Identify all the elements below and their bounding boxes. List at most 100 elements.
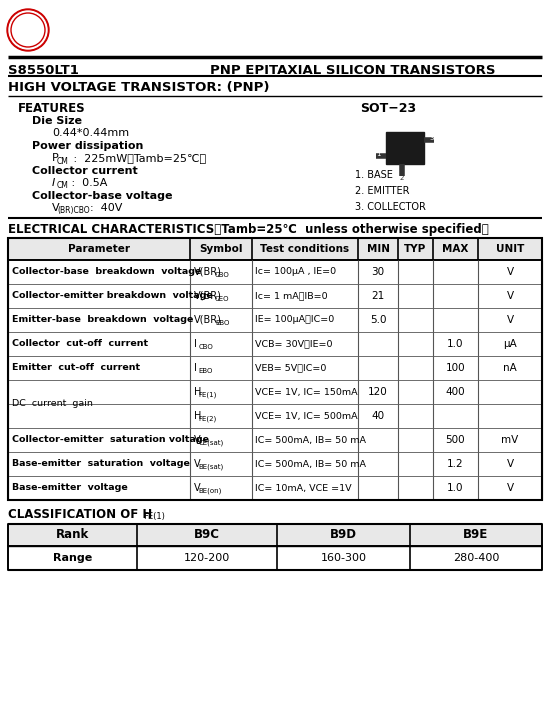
Text: P: P: [52, 153, 59, 163]
Text: IE= 100μA、IC=0: IE= 100μA、IC=0: [255, 315, 334, 324]
Text: I: I: [194, 363, 197, 373]
Text: Collector-base voltage: Collector-base voltage: [32, 191, 173, 201]
Text: FE(1): FE(1): [198, 392, 217, 398]
Text: BE(sat): BE(sat): [198, 464, 223, 470]
Text: EBO: EBO: [198, 368, 212, 374]
Text: I: I: [194, 339, 197, 349]
Text: 160-300: 160-300: [321, 553, 366, 563]
Text: 1.2: 1.2: [447, 459, 464, 469]
Text: V(BR): V(BR): [194, 315, 222, 325]
Text: DC  current  gain: DC current gain: [12, 400, 93, 408]
Text: 3: 3: [430, 135, 434, 141]
Text: 1. BASE: 1. BASE: [355, 170, 393, 180]
Text: IC= 10mA, VCE =1V: IC= 10mA, VCE =1V: [255, 484, 351, 493]
Text: Collector current: Collector current: [32, 166, 138, 176]
Text: WS: WS: [8, 20, 48, 40]
Bar: [8, 524, 542, 546]
Text: :  225mW（Tamb=25℃）: : 225mW（Tamb=25℃）: [70, 153, 206, 163]
Bar: [8, 238, 542, 500]
Text: PNP EPITAXIAL SILICON TRANSISTORS: PNP EPITAXIAL SILICON TRANSISTORS: [210, 63, 496, 77]
Text: 100: 100: [446, 363, 465, 373]
Text: 120-200: 120-200: [184, 553, 230, 563]
Text: FEATURES: FEATURES: [18, 102, 86, 114]
Text: FE(1): FE(1): [143, 513, 165, 522]
Text: S8550LT1: S8550LT1: [8, 63, 79, 77]
Text: V: V: [194, 459, 201, 469]
Text: μA: μA: [503, 339, 517, 349]
Text: Parameter: Parameter: [68, 244, 130, 254]
Text: Base-emitter  saturation  voltage: Base-emitter saturation voltage: [12, 459, 190, 469]
Bar: [386, 132, 424, 164]
Text: :  0.5A: : 0.5A: [68, 178, 107, 188]
Text: V: V: [194, 435, 201, 445]
Text: FE(2): FE(2): [198, 416, 217, 422]
Text: V: V: [507, 315, 514, 325]
Text: TYP: TYP: [404, 244, 427, 254]
Text: 1.0: 1.0: [447, 339, 464, 349]
Bar: [8, 546, 542, 570]
Text: IC= 500mA, IB= 50 mA: IC= 500mA, IB= 50 mA: [255, 459, 366, 469]
Text: I: I: [52, 178, 55, 188]
Text: CM: CM: [57, 182, 69, 190]
Text: H: H: [194, 411, 201, 421]
Text: CLASSIFICATION OF H: CLASSIFICATION OF H: [8, 508, 152, 520]
Text: nA: nA: [503, 363, 517, 373]
Text: mV: mV: [502, 435, 519, 445]
Text: VCE= 1V, IC= 500mA: VCE= 1V, IC= 500mA: [255, 412, 358, 420]
Text: CE(sat): CE(sat): [198, 439, 223, 447]
Text: Emitter  cut-off  current: Emitter cut-off current: [12, 364, 140, 373]
Text: B9C: B9C: [194, 528, 220, 542]
Text: Range: Range: [53, 553, 92, 563]
Text: Collector-base  breakdown  voltage: Collector-base breakdown voltage: [12, 268, 201, 276]
Text: Symbol: Symbol: [199, 244, 243, 254]
Text: CBO: CBO: [198, 344, 213, 350]
Text: ELECTRICAL CHARACTERISTICS（Tamb=25℃  unless otherwise specified）: ELECTRICAL CHARACTERISTICS（Tamb=25℃ unle…: [8, 222, 489, 236]
Text: BE(on): BE(on): [198, 488, 222, 494]
Text: Test conditions: Test conditions: [261, 244, 350, 254]
Text: VEB= 5V、IC=0: VEB= 5V、IC=0: [255, 364, 326, 373]
Text: :  40V: : 40V: [90, 203, 122, 213]
Text: IC= 500mA, IB= 50 mA: IC= 500mA, IB= 50 mA: [255, 435, 366, 444]
Text: V: V: [507, 483, 514, 493]
Text: V: V: [507, 459, 514, 469]
Text: Collector  cut-off  current: Collector cut-off current: [12, 339, 148, 349]
Bar: [8, 238, 542, 260]
Text: 2. EMITTER: 2. EMITTER: [355, 186, 410, 196]
Text: Ic= 1 mA、IB=0: Ic= 1 mA、IB=0: [255, 292, 328, 300]
Text: SOT−23: SOT−23: [360, 102, 416, 114]
Text: V(BR): V(BR): [194, 291, 222, 301]
Text: 1.0: 1.0: [447, 483, 464, 493]
Text: 1: 1: [376, 151, 380, 157]
Text: 5.0: 5.0: [370, 315, 386, 325]
Text: 120: 120: [368, 387, 388, 397]
Text: CM: CM: [57, 156, 69, 165]
Text: Emitter-base  breakdown  voltage: Emitter-base breakdown voltage: [12, 315, 194, 324]
Text: H: H: [194, 387, 201, 397]
Text: V(BR): V(BR): [194, 267, 222, 277]
Text: VCB= 30V，IE=0: VCB= 30V，IE=0: [255, 339, 333, 349]
Text: Die Size: Die Size: [32, 116, 82, 126]
Text: 21: 21: [371, 291, 384, 301]
Text: 400: 400: [446, 387, 465, 397]
Text: HIGH VOLTAGE TRANSISTOR: (PNP): HIGH VOLTAGE TRANSISTOR: (PNP): [8, 82, 270, 94]
Text: V: V: [507, 267, 514, 277]
Circle shape: [9, 11, 47, 49]
Text: 500: 500: [446, 435, 465, 445]
Text: MIN: MIN: [366, 244, 389, 254]
Text: 30: 30: [371, 267, 384, 277]
Text: B9D: B9D: [330, 528, 357, 542]
Text: V: V: [52, 203, 59, 213]
Text: MAX: MAX: [442, 244, 469, 254]
Text: Power dissipation: Power dissipation: [32, 141, 144, 151]
Circle shape: [7, 9, 49, 51]
Text: 3. COLLECTOR: 3. COLLECTOR: [355, 202, 426, 212]
Text: Collector-emitter breakdown  voltage: Collector-emitter breakdown voltage: [12, 292, 213, 300]
Text: VCE= 1V, IC= 150mA: VCE= 1V, IC= 150mA: [255, 388, 358, 396]
Text: EBO: EBO: [215, 320, 229, 326]
Text: (BR)CBO: (BR)CBO: [57, 207, 90, 216]
Text: UNIT: UNIT: [496, 244, 524, 254]
Text: V: V: [507, 291, 514, 301]
Text: CEO: CEO: [215, 296, 229, 302]
Text: 280-400: 280-400: [453, 553, 499, 563]
Text: Collector-emitter  saturation voltage: Collector-emitter saturation voltage: [12, 435, 209, 444]
